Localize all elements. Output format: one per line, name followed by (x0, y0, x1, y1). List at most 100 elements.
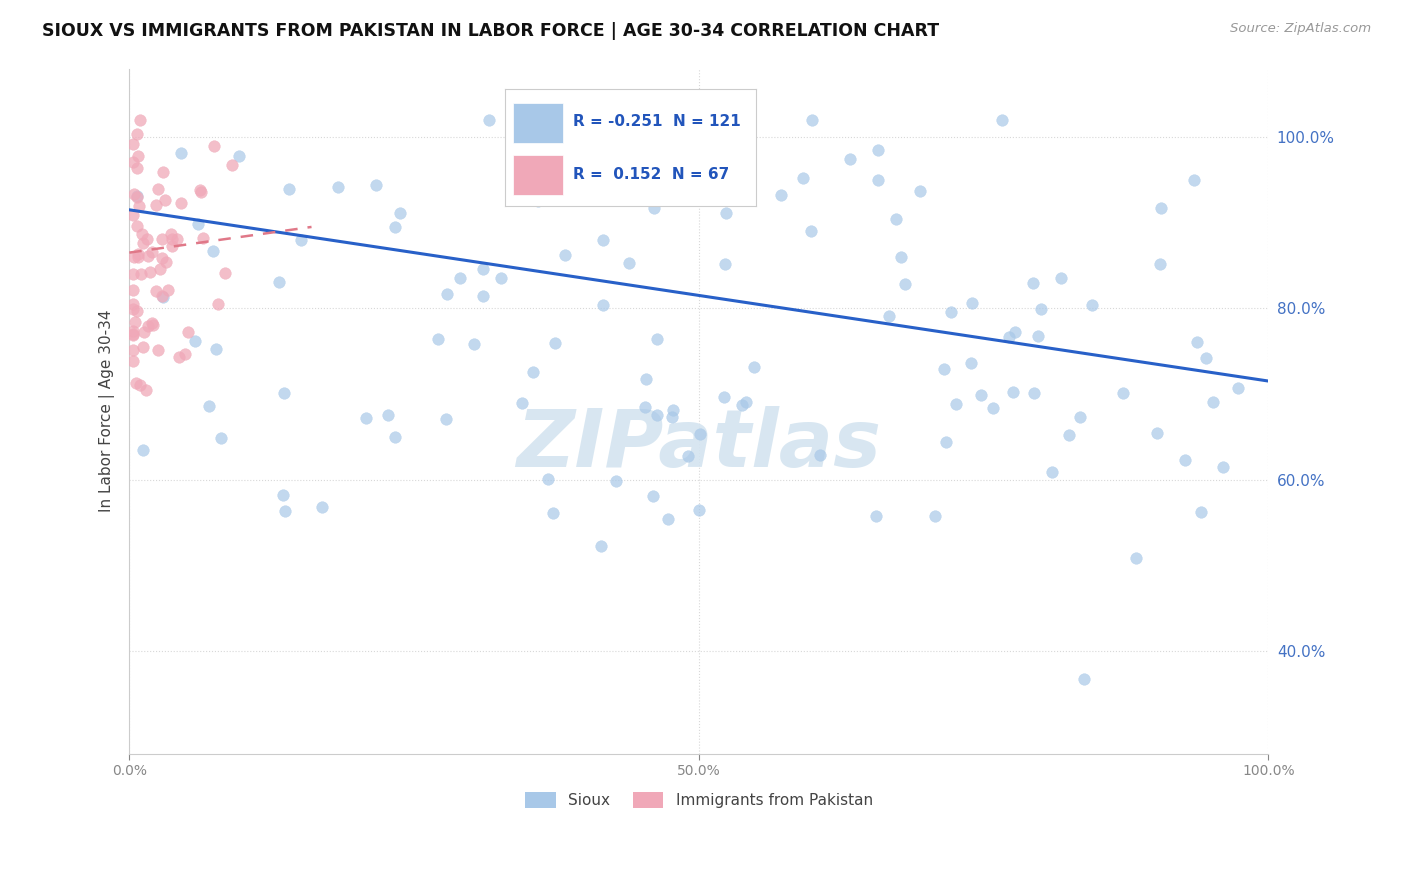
Point (121, 208, 143, 222)
Point (209, 431, 232, 445)
Point (541, 506, 564, 520)
Point (121, 155, 143, 169)
Point (132, 325, 155, 339)
Point (808, 448, 831, 462)
Point (478, 112, 501, 127)
Point (142, 318, 165, 333)
Point (1081, 298, 1104, 312)
Point (155, 254, 177, 268)
Point (364, 178, 387, 193)
Text: Source: ZipAtlas.com: Source: ZipAtlas.com (1230, 22, 1371, 36)
Point (125, 161, 148, 175)
Point (998, 329, 1021, 343)
Point (166, 232, 188, 246)
Point (127, 219, 149, 233)
Point (121, 137, 143, 152)
Point (634, 371, 657, 385)
Point (472, 261, 495, 276)
Point (138, 249, 160, 263)
Point (489, 271, 512, 285)
Point (354, 410, 377, 425)
Point (1125, 550, 1147, 565)
Point (769, 188, 792, 202)
Point (131, 235, 153, 250)
Point (278, 182, 301, 196)
Point (127, 127, 149, 141)
Point (127, 149, 149, 163)
Point (960, 296, 983, 310)
Point (228, 148, 250, 162)
Point (125, 189, 148, 203)
Point (122, 187, 145, 202)
Point (207, 297, 229, 311)
Point (129, 112, 152, 127)
Point (149, 261, 172, 276)
Point (651, 194, 673, 208)
Point (136, 319, 159, 334)
Point (600, 116, 623, 130)
Point (890, 251, 912, 265)
Point (1022, 276, 1045, 290)
Point (554, 248, 576, 262)
Point (991, 112, 1014, 127)
Point (389, 206, 412, 220)
Point (1004, 326, 1026, 340)
Y-axis label: In Labor Force | Age 30-34: In Labor Force | Age 30-34 (100, 310, 115, 512)
Point (145, 284, 167, 298)
Point (678, 450, 700, 464)
Point (1031, 301, 1053, 316)
Point (269, 275, 291, 289)
Point (734, 395, 756, 409)
Point (127, 247, 149, 261)
Point (713, 390, 735, 404)
Point (1195, 351, 1218, 365)
Point (1022, 386, 1045, 401)
Point (662, 402, 685, 417)
Point (657, 512, 679, 526)
Point (160, 239, 183, 253)
Text: ZIPatlas: ZIPatlas (516, 406, 882, 484)
Point (544, 336, 567, 351)
Point (193, 231, 215, 245)
Point (589, 539, 612, 553)
Point (135, 383, 157, 397)
Point (121, 326, 143, 341)
Point (384, 430, 406, 444)
Point (714, 130, 737, 145)
Point (866, 143, 889, 157)
Point (132, 340, 155, 354)
Point (121, 343, 143, 357)
Point (1182, 172, 1205, 186)
Point (939, 304, 962, 318)
Point (384, 220, 406, 235)
Point (1001, 384, 1024, 399)
Point (643, 202, 665, 216)
Point (121, 296, 143, 310)
Point (150, 251, 173, 265)
Point (121, 301, 143, 316)
Point (1150, 202, 1173, 216)
Point (127, 250, 149, 264)
Point (839, 153, 862, 167)
Text: SIOUX VS IMMIGRANTS FROM PAKISTAN IN LABOR FORCE | AGE 30-34 CORRELATION CHART: SIOUX VS IMMIGRANTS FROM PAKISTAN IN LAB… (42, 22, 939, 40)
Point (170, 145, 193, 160)
Point (1057, 427, 1080, 442)
Point (271, 488, 294, 502)
Point (526, 194, 548, 208)
Point (173, 346, 195, 360)
Point (190, 183, 212, 197)
Point (214, 266, 236, 280)
Point (1111, 386, 1133, 401)
Point (135, 232, 157, 246)
Point (377, 409, 399, 423)
Point (1149, 257, 1171, 271)
Point (1073, 673, 1095, 687)
Point (132, 442, 155, 457)
Point (186, 217, 208, 231)
Point (449, 271, 471, 285)
Point (894, 277, 917, 291)
Point (1212, 459, 1234, 474)
Point (198, 399, 221, 413)
Point (981, 401, 1004, 415)
Point (1185, 335, 1208, 350)
